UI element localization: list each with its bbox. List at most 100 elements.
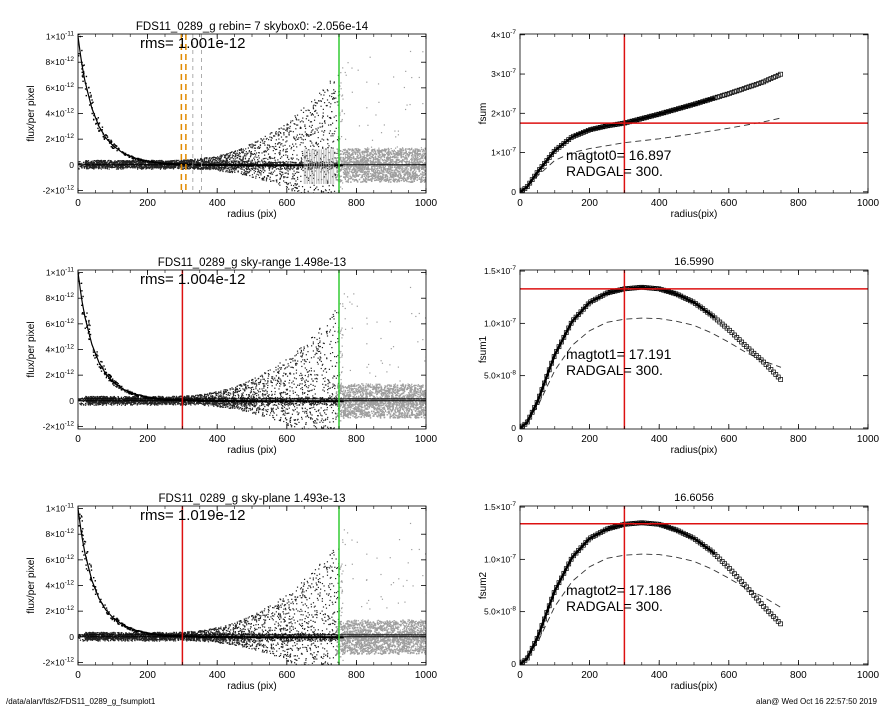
pixel-point xyxy=(235,169,237,171)
pixel-point xyxy=(317,145,320,148)
pixel-point xyxy=(326,138,328,140)
pixel-point xyxy=(315,128,317,130)
pixel-point xyxy=(117,165,119,167)
pixel-point xyxy=(292,173,294,175)
pixel-point xyxy=(274,152,276,155)
pixel-point xyxy=(275,132,277,134)
pixel-point xyxy=(316,151,319,153)
pixel-point xyxy=(104,166,106,168)
pixel-point xyxy=(395,173,398,176)
pixel-point xyxy=(391,160,393,162)
pixel-point xyxy=(176,161,178,163)
pixel-point xyxy=(151,166,153,168)
pixel-point xyxy=(299,144,301,146)
pixel-point xyxy=(371,173,374,175)
pixel-point xyxy=(93,168,95,170)
pixel-point xyxy=(123,161,125,163)
pixel-point xyxy=(279,172,281,175)
pixel-point xyxy=(106,167,108,169)
pixel-point xyxy=(418,76,420,79)
pixel-point xyxy=(386,164,388,167)
pixel-point xyxy=(267,144,269,146)
pixel-point xyxy=(339,207,340,208)
pixel-point xyxy=(225,166,227,168)
pixel-point xyxy=(206,162,208,164)
pixel-point xyxy=(288,168,290,170)
pixel-point xyxy=(303,188,306,191)
pixel-point xyxy=(302,154,304,157)
pixel-point xyxy=(232,170,234,172)
pixel-point xyxy=(110,161,112,164)
pixel-point xyxy=(138,166,141,168)
pixel-point xyxy=(152,160,154,162)
pixel-point xyxy=(241,166,243,168)
pixel-point xyxy=(204,161,206,163)
pixel-point xyxy=(235,154,237,156)
pixel-point xyxy=(320,159,322,161)
pixel-point xyxy=(228,158,231,161)
pixel-point xyxy=(205,167,208,169)
pixel-point xyxy=(248,160,250,162)
pixel-point xyxy=(203,162,205,164)
pixel-point xyxy=(314,99,316,101)
pixel-point xyxy=(168,166,170,169)
pixel-point xyxy=(382,149,385,152)
pixel-point xyxy=(102,167,104,169)
pixel-point xyxy=(418,162,420,164)
pixel-point xyxy=(306,155,308,157)
pixel-point xyxy=(312,133,314,135)
pixel-point xyxy=(422,160,424,162)
pixel-point xyxy=(247,152,249,154)
pixel-point xyxy=(131,162,134,165)
pixel-point xyxy=(206,166,208,169)
pixel-point xyxy=(239,152,241,155)
pixel-point xyxy=(131,165,133,167)
pixel-point xyxy=(418,165,420,167)
pixel-point xyxy=(118,162,120,165)
pixel-point xyxy=(393,155,395,158)
pixel-point xyxy=(410,167,412,170)
pixel-point xyxy=(194,160,196,162)
pixel-point xyxy=(126,167,128,169)
pixel-point xyxy=(192,166,195,169)
pixel-point xyxy=(105,165,107,168)
pixel-point xyxy=(106,166,108,168)
pixel-point xyxy=(235,155,237,158)
pixel-point xyxy=(386,179,389,182)
pixel-point xyxy=(293,145,295,147)
pixel-point xyxy=(376,178,378,180)
pixel-point xyxy=(277,132,279,134)
pixel-point xyxy=(221,168,223,170)
pixel-point xyxy=(242,148,244,150)
pixel-point xyxy=(112,162,114,164)
pixel-point xyxy=(226,169,228,171)
pixel-point xyxy=(317,114,319,117)
pixel-point xyxy=(197,160,199,162)
pixel-point xyxy=(177,167,180,170)
pixel-point xyxy=(327,143,329,145)
pixel-point xyxy=(142,166,144,168)
pixel-point xyxy=(92,162,94,164)
pixel-point xyxy=(372,170,375,172)
pixel-point xyxy=(244,171,246,173)
pixel-point xyxy=(86,168,88,170)
pixel-point xyxy=(394,154,396,156)
pixel-point xyxy=(219,160,221,163)
pixel-point xyxy=(347,178,350,180)
pixel-point xyxy=(322,134,325,136)
pixel-point xyxy=(101,164,103,167)
pixel-point xyxy=(289,145,291,147)
pixel-point xyxy=(396,164,399,167)
pixel-point xyxy=(246,169,248,171)
pixel-point xyxy=(295,184,297,186)
pixel-point xyxy=(401,165,403,167)
pixel-point xyxy=(356,163,358,165)
pixel-point xyxy=(351,169,353,171)
pixel-point xyxy=(166,164,168,167)
pixel-point xyxy=(292,177,294,179)
pixel-point xyxy=(357,175,360,177)
pixel-point xyxy=(266,163,269,165)
pixel-point xyxy=(292,167,294,169)
pixel-point xyxy=(249,145,251,147)
pixel-point xyxy=(314,132,316,135)
